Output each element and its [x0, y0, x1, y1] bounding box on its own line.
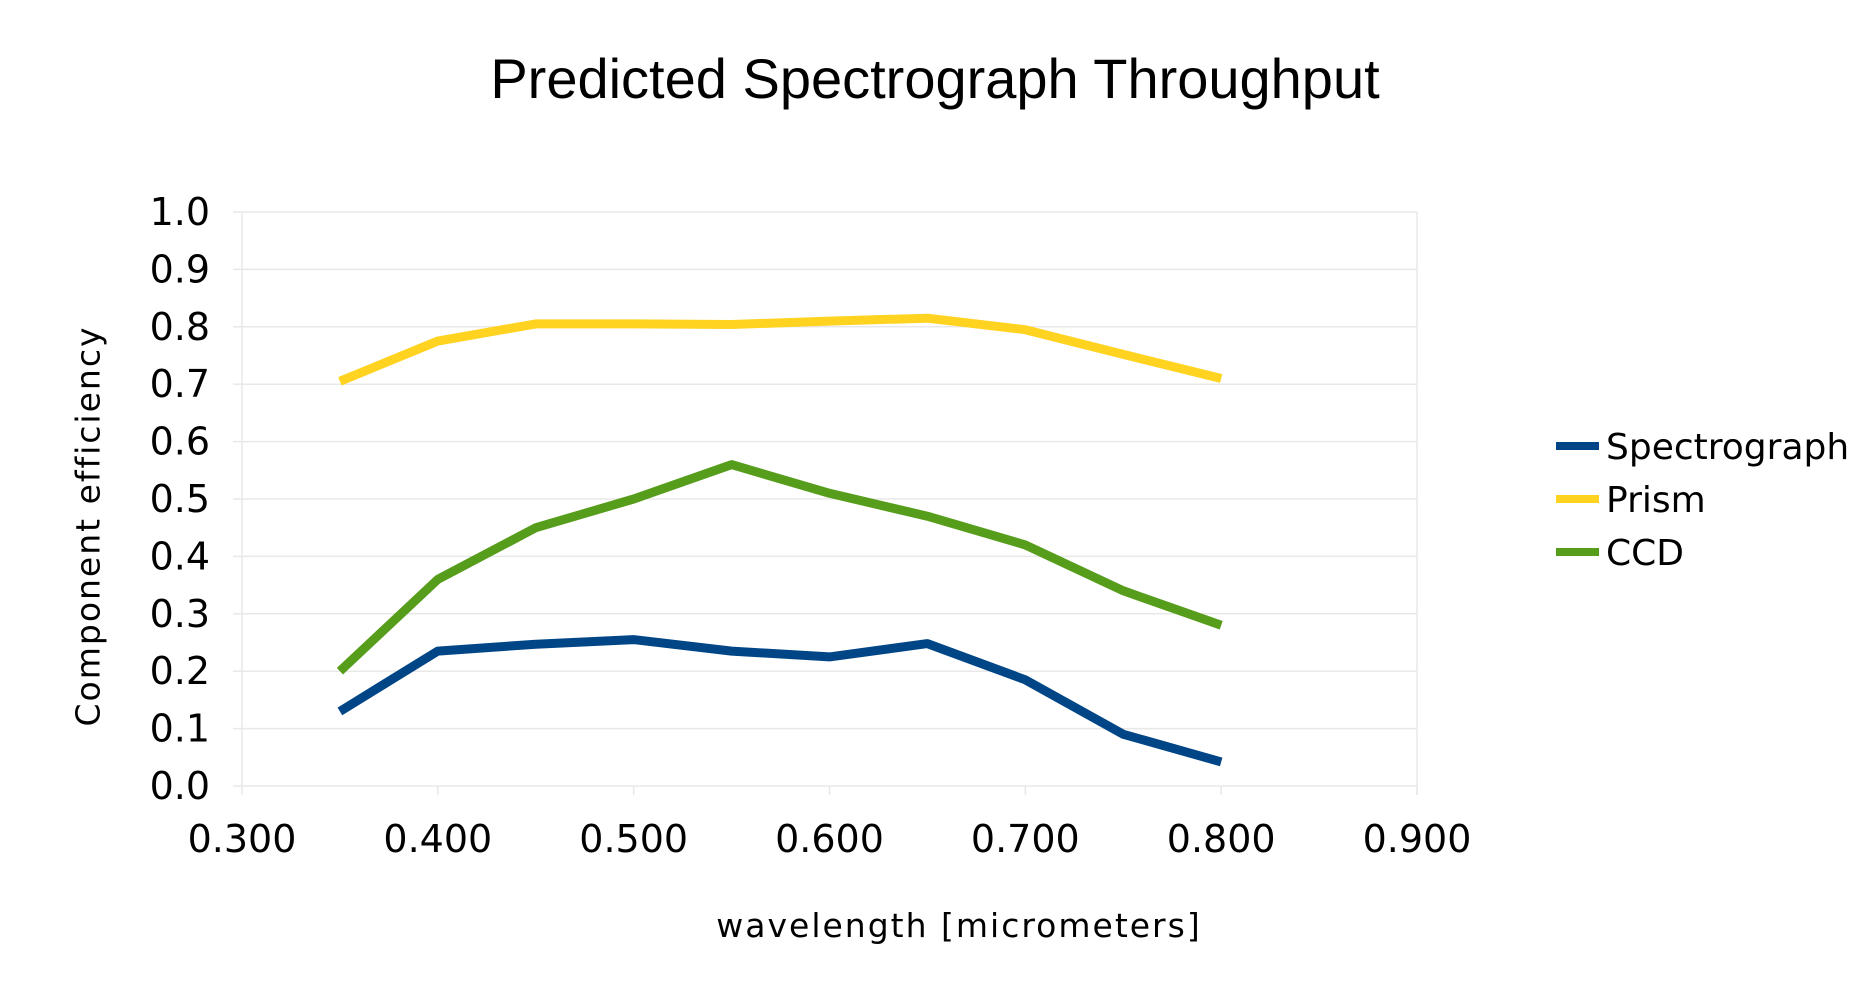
legend: Spectrograph Prism CCD	[1556, 427, 1849, 574]
y-tick-label: 0.9	[150, 247, 210, 291]
x-tick-label: 0.600	[775, 817, 884, 861]
y-tick-label: 0.5	[150, 477, 210, 521]
series-line-prism	[338, 313, 1223, 386]
y-axis-label: Component efficiency	[69, 326, 108, 727]
y-tick-label: 0.3	[150, 592, 210, 636]
grid-layer	[242, 211, 1417, 787]
y-tick-label: 1.0	[150, 190, 210, 234]
legend-item-prism: Prism	[1556, 480, 1706, 521]
y-tick-label: 0.0	[150, 764, 210, 808]
x-axis-label: wavelength [micrometers]	[716, 906, 1201, 945]
x-tick-label: 0.900	[1363, 817, 1472, 861]
legend-label: Spectrograph	[1606, 427, 1849, 468]
x-tick-label: 0.400	[383, 817, 492, 861]
legend-label: CCD	[1606, 533, 1684, 574]
x-tick-label: 0.800	[1167, 817, 1276, 861]
x-tick-label: 0.700	[971, 817, 1080, 861]
chart-title: Predicted Spectrograph Throughput	[490, 47, 1380, 110]
y-tick-label: 0.1	[150, 707, 210, 751]
y-tick-label: 0.2	[150, 649, 210, 693]
y-tick-label: 0.7	[150, 362, 210, 406]
y-tick-label: 0.6	[150, 420, 210, 464]
y-tick-label: 0.4	[150, 534, 210, 578]
legend-item-spectrograph: Spectrograph	[1556, 427, 1849, 468]
axis-layer: 0.0 0.1 0.2 0.3 0.4 0.5 0.6 0.7 0.8 0.9 1.0 0.300 0.…	[150, 190, 1472, 861]
legend-item-ccd: CCD	[1556, 533, 1684, 574]
series-line-spectrograph	[337, 635, 1223, 767]
y-tick-label: 0.8	[150, 305, 210, 349]
series-layer	[336, 313, 1223, 767]
x-tick-label: 0.300	[188, 817, 297, 861]
x-tick-label: 0.500	[579, 817, 688, 861]
series-line-ccd	[336, 460, 1223, 675]
legend-label: Prism	[1606, 480, 1706, 521]
